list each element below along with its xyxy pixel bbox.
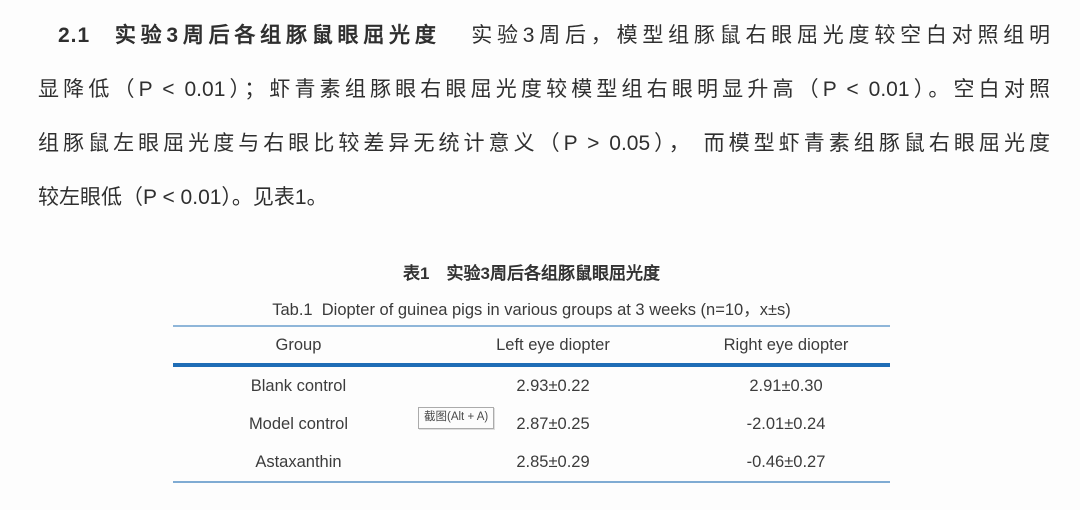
col-header-right-eye: Right eye diopter xyxy=(682,325,890,367)
cell-group: Blank control xyxy=(250,376,347,395)
table-row: Astaxanthin 2.85±0.29 -0.46±0.27 xyxy=(173,443,890,483)
cell-group: Astaxanthin xyxy=(173,443,424,483)
cell-group: Model control xyxy=(248,414,348,433)
table-header-row: Group Left eye diopter Right eye diopter xyxy=(173,325,890,367)
cell-left-eye: 2.87±0.25 xyxy=(516,414,590,433)
diopter-table: Group Left eye diopter Right eye diopter… xyxy=(173,325,890,483)
paragraph-line-1-text: 实验3周后，模型组豚鼠右眼屈光度较空白对照组明 xyxy=(471,24,1050,47)
col-header-group: Group xyxy=(173,325,424,367)
table-caption-zh: 表1 实验3周后各组豚鼠眼屈光度 xyxy=(403,264,660,283)
section-number: 2.1 xyxy=(58,24,91,47)
col-header-left-eye: Left eye diopter xyxy=(423,325,683,367)
cell-right-eye: 2.91±0.30 xyxy=(749,376,823,395)
results-paragraph: 2.1 实验3周后各组豚鼠眼屈光度 实验3周后，模型组豚鼠右眼屈光度较空白对照组… xyxy=(38,9,1050,225)
paragraph-line-4: 较左眼低（P < 0.01）。见表1。 xyxy=(38,186,328,209)
paragraph-line-3: 组豚鼠左眼屈光度与右眼比较差异无统计意义（P > 0.05）， 而模型虾青素组豚… xyxy=(38,132,1050,155)
section-heading: 实验3周后各组豚鼠眼屈光度 xyxy=(114,24,441,47)
cell-left-eye: 2.93±0.22 xyxy=(516,376,590,395)
table-row: Blank control 2.93±0.22 2.91±0.30 xyxy=(173,365,890,405)
paragraph-line-1: 2.1 实验3周后各组豚鼠眼屈光度 实验3周后，模型组豚鼠右眼屈光度较空白对照组… xyxy=(38,9,1050,63)
cell-right-eye: -2.01±0.24 xyxy=(746,414,826,433)
screenshot-hotkey-tooltip: 截图(Alt + A) xyxy=(418,407,495,429)
table-caption-en: Tab.1 Diopter of guinea pigs in various … xyxy=(272,301,791,319)
table-row: Model control 2.87±0.25 -2.01±0.24 xyxy=(173,405,890,443)
cell-right-eye: -0.46±0.27 xyxy=(682,443,890,483)
cell-left-eye: 2.85±0.29 xyxy=(423,443,683,483)
paragraph-line-2: 显降低（P < 0.01）；虾青素组豚眼右眼屈光度较模型组右眼明显升高（P < … xyxy=(38,78,1050,101)
